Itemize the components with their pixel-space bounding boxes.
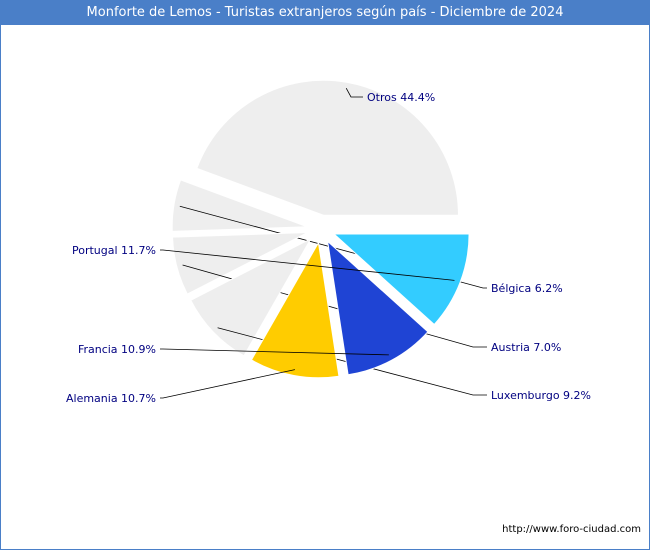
- pie-chart: Otros 44.4% Bélgica 6.2% Austria 7.0% Luxem…: [66, 79, 591, 405]
- pie-slice-portugal: [332, 233, 470, 326]
- leader-line-otros: [345, 88, 363, 98]
- leader-line-francia: [160, 348, 389, 356]
- slice-label-otros: Otros 44.4%: [367, 91, 435, 104]
- slice-label-alemania: Alemania 10.7%: [66, 392, 156, 405]
- leader-line-portugal: [160, 249, 455, 281]
- slice-label-b-lgica: Bélgica 6.2%: [491, 282, 563, 295]
- source-url[interactable]: http://www.foro-ciudad.com: [502, 524, 641, 535]
- pie-slice-francia: [326, 240, 429, 376]
- pie-slice-b-lgica: [171, 179, 308, 232]
- leader-line-alemania: [160, 369, 295, 399]
- pie-slice-austria: [172, 232, 308, 295]
- chart-title: Monforte de Lemos - Turistas extranjeros…: [1, 1, 649, 25]
- chart-area: Otros 44.4% Bélgica 6.2% Austria 7.0% Luxem…: [1, 25, 649, 549]
- pie-slice-luxemburgo: [190, 237, 313, 357]
- slice-label-portugal: Portugal 11.7%: [72, 244, 156, 257]
- slice-label-austria: Austria 7.0%: [491, 341, 561, 354]
- slice-label-francia: Francia 10.9%: [78, 343, 156, 356]
- slice-label-luxemburgo: Luxemburgo 9.2%: [491, 389, 591, 402]
- pie-slice-alemania: [250, 241, 340, 379]
- pie-slice-otros: [196, 79, 459, 216]
